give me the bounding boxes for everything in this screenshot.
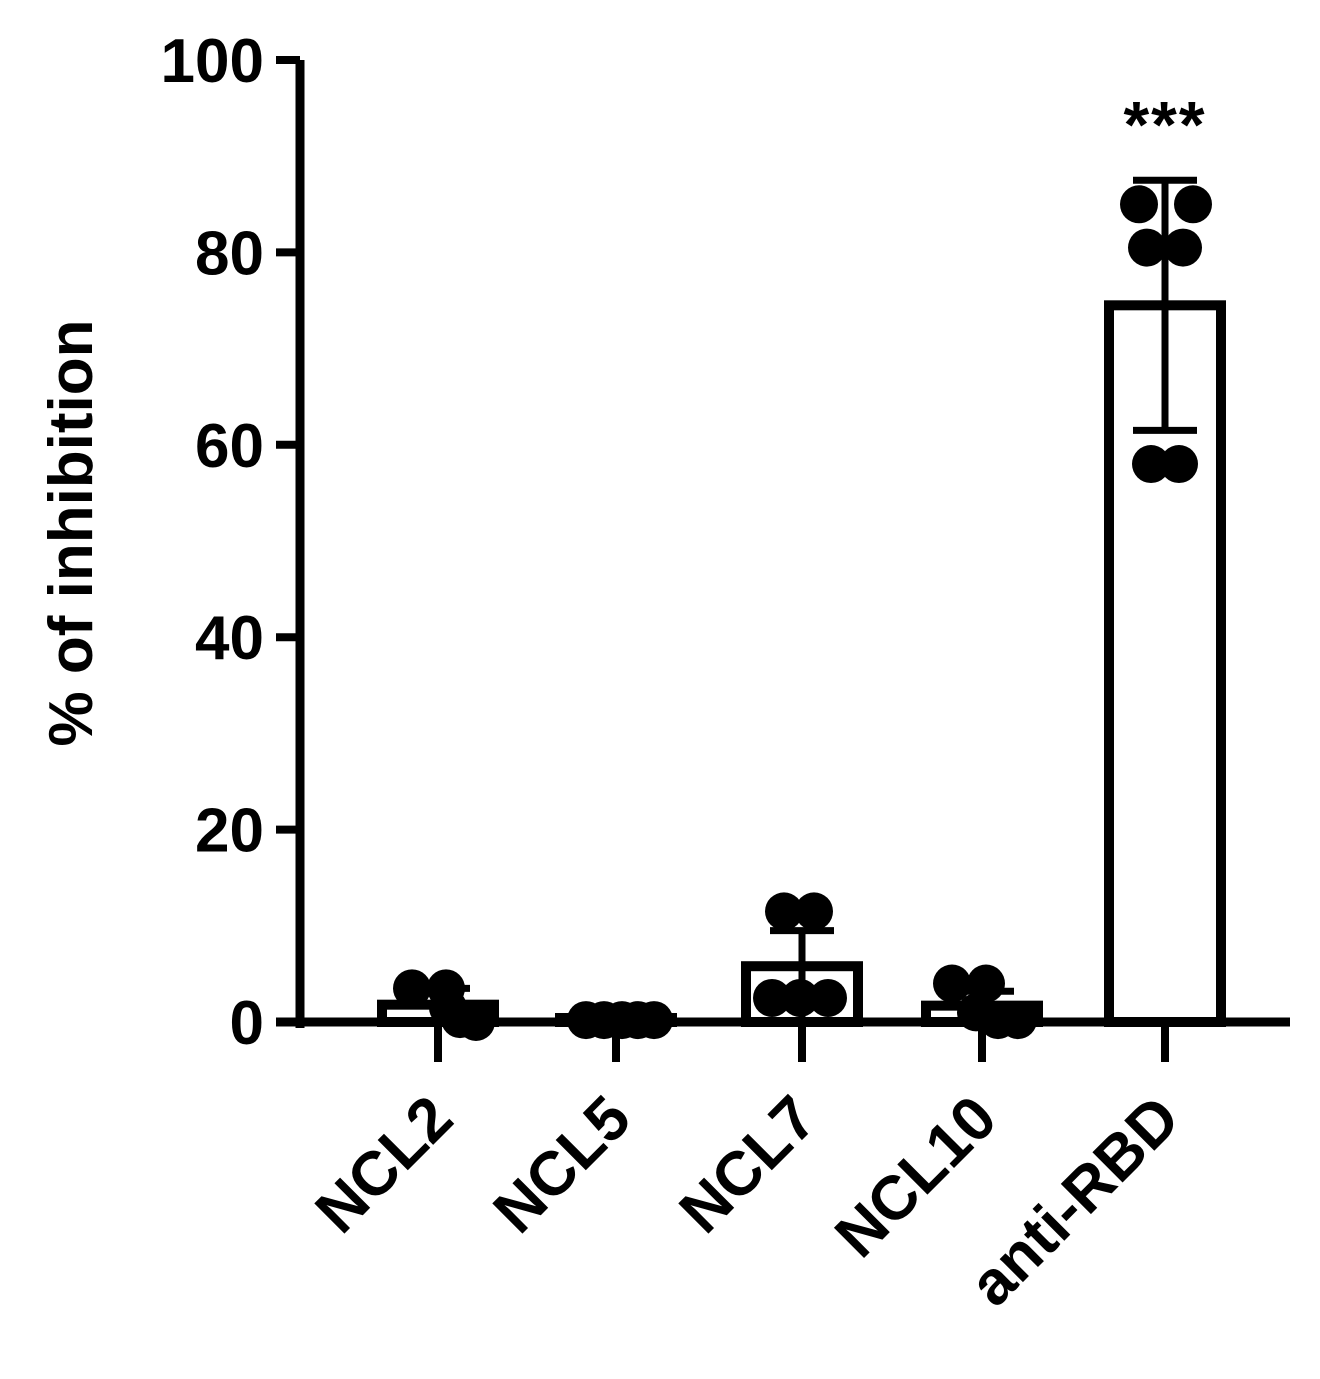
x-tick-label: NCL2: [303, 1083, 466, 1246]
y-tick-label: 80: [195, 219, 264, 288]
data-point: [1174, 185, 1212, 224]
data-point: [393, 969, 431, 1008]
x-tick-label: NCL5: [481, 1083, 644, 1246]
x-tick-label: NCL7: [667, 1083, 830, 1246]
x-tick-label: NCL10: [822, 1083, 1010, 1271]
y-tick-label: 0: [230, 989, 264, 1058]
data-point: [1120, 185, 1158, 224]
data-point: [795, 892, 833, 931]
y-axis: 0 20 40 60 80 100: [161, 27, 305, 1058]
y-tick-label: 40: [195, 604, 264, 673]
data-point: [1164, 228, 1202, 267]
data-point: [933, 964, 971, 1003]
data-point: [765, 892, 803, 931]
data-point: [809, 978, 847, 1017]
annotations: ***: [1123, 88, 1206, 162]
data-point: [1128, 228, 1166, 267]
data-point: [781, 978, 819, 1017]
error-bars: [406, 176, 1197, 1022]
data-point: [967, 964, 1005, 1003]
y-tick-label: 20: [195, 797, 264, 866]
y-tick-label: 100: [161, 27, 264, 96]
significance-annotation: ***: [1123, 88, 1206, 162]
data-point: [1160, 445, 1198, 484]
y-axis-label: % of inhibition: [37, 319, 106, 746]
data-point: [753, 978, 791, 1017]
data-point: [1132, 445, 1170, 484]
data-points: [393, 185, 1212, 1041]
y-tick-label: 60: [195, 412, 264, 481]
